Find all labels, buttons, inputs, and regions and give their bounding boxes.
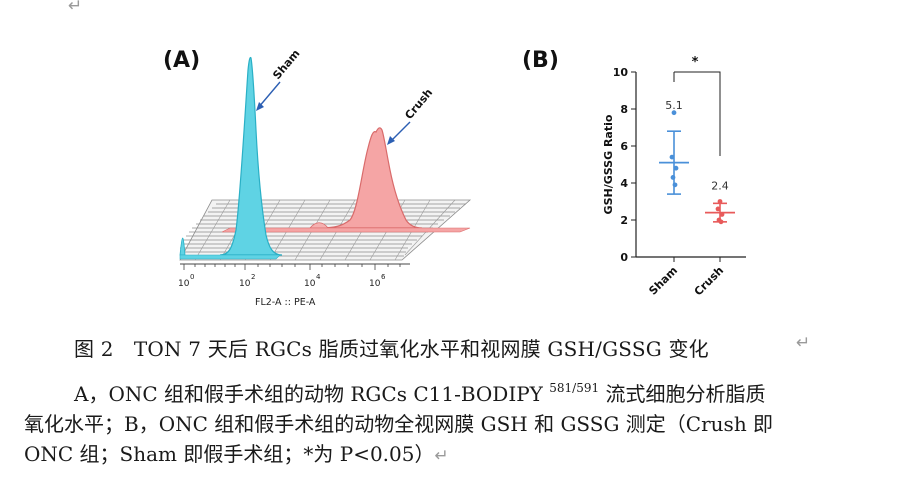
flow-x-axis: 10 0 10 2 10 4 10 6 FL2-A :: PE-A — [178, 263, 410, 308]
paragraph-mark: ↵ — [434, 446, 449, 466]
x-category-label: Sham — [646, 264, 680, 298]
significance-mark: * — [692, 55, 699, 70]
tick-label-4-exp: 4 — [316, 273, 321, 281]
y-tick-label: 10 — [613, 66, 629, 79]
crush-annotation: Crush — [387, 86, 435, 145]
x-axis: Sham Crush — [636, 256, 746, 298]
tick-label-0: 10 — [178, 279, 190, 289]
y-tick-label: 6 — [620, 140, 628, 153]
data-point — [717, 199, 723, 204]
y-axis-label: GSH/GSSG Ratio — [602, 114, 615, 214]
y-tick-label: 8 — [620, 103, 628, 116]
significance-bracket: * — [673, 55, 721, 156]
data-series: 5.1 2.4 — [659, 99, 735, 225]
data-point — [670, 175, 676, 180]
y-tick-label: 0 — [620, 251, 628, 264]
tick-label-2: 10 — [239, 279, 251, 289]
crush-histogram-peak — [319, 127, 423, 229]
caption-line-2: 氧化水平；B，ONC 组和假手术组的动物全视网膜 GSH 和 GSSG 测定（C… — [24, 412, 774, 436]
panel-b-label: (B) — [522, 48, 559, 73]
y-tick-label: 4 — [620, 177, 628, 190]
y-axis: 0 2 4 6 8 10 GSH/GSSG Ratio — [602, 66, 637, 264]
y-tick-label: 2 — [620, 214, 628, 227]
tick-label-4: 10 — [304, 279, 316, 289]
gsh-gssg-chart: 0 2 4 6 8 10 GSH/GSSG Ratio Sham Crush 5.1 2.4 * — [602, 55, 746, 298]
sham-minor-spike — [179, 237, 186, 256]
flow-cytometry-histogram: Sham Crush 10 0 10 2 10 4 10 6 FL2-A :: … — [178, 50, 472, 308]
caption-line-3: ONC 组；Sham 即假手术组；*为 P<0.05）↵ — [24, 442, 449, 466]
data-point — [718, 219, 724, 225]
panel-a-label: (A) — [163, 48, 201, 73]
tick-label-6: 10 — [369, 279, 381, 289]
data-point — [669, 154, 675, 160]
data-point — [672, 182, 678, 188]
tick-label-2-exp: 2 — [251, 273, 255, 281]
figure-caption-body: A，ONC 组和假手术组的动物 RGCs C11-BODIPY 581/591 … — [24, 373, 894, 471]
series-crush: 2.4 — [705, 179, 735, 225]
caption-line-1: A，ONC 组和假手术组的动物 RGCs C11-BODIPY 581/591 … — [74, 381, 766, 406]
data-point — [715, 206, 721, 212]
data-point — [673, 165, 679, 171]
tick-label-0-exp: 0 — [190, 273, 194, 281]
paragraph-mark: ↵ — [68, 0, 83, 16]
sham-histogram-peak — [219, 56, 283, 256]
flow-x-axis-label: FL2-A :: PE-A — [255, 297, 316, 308]
caption-superscript: 581/591 — [549, 381, 600, 395]
svg-text:Crush: Crush — [402, 86, 435, 122]
data-point — [671, 110, 677, 116]
crush-baseline-ribbon — [221, 227, 471, 233]
paragraph-mark: ↵ — [796, 333, 811, 353]
tick-label-6-exp: 6 — [381, 273, 386, 281]
data-point — [719, 212, 725, 217]
series-sham: 5.1 — [659, 99, 689, 195]
figure-caption-title: 图 2 TON 7 天后 RGCs 脂质过氧化水平和视网膜 GSH/GSSG 变… — [74, 337, 709, 361]
mean-label: 5.1 — [665, 99, 683, 112]
sham-annotation: Sham — [256, 50, 303, 111]
svg-text:Sham: Sham — [270, 50, 302, 82]
x-category-label: Crush — [692, 264, 726, 298]
mean-label: 2.4 — [711, 179, 729, 192]
sham-baseline-ribbon — [179, 254, 281, 260]
